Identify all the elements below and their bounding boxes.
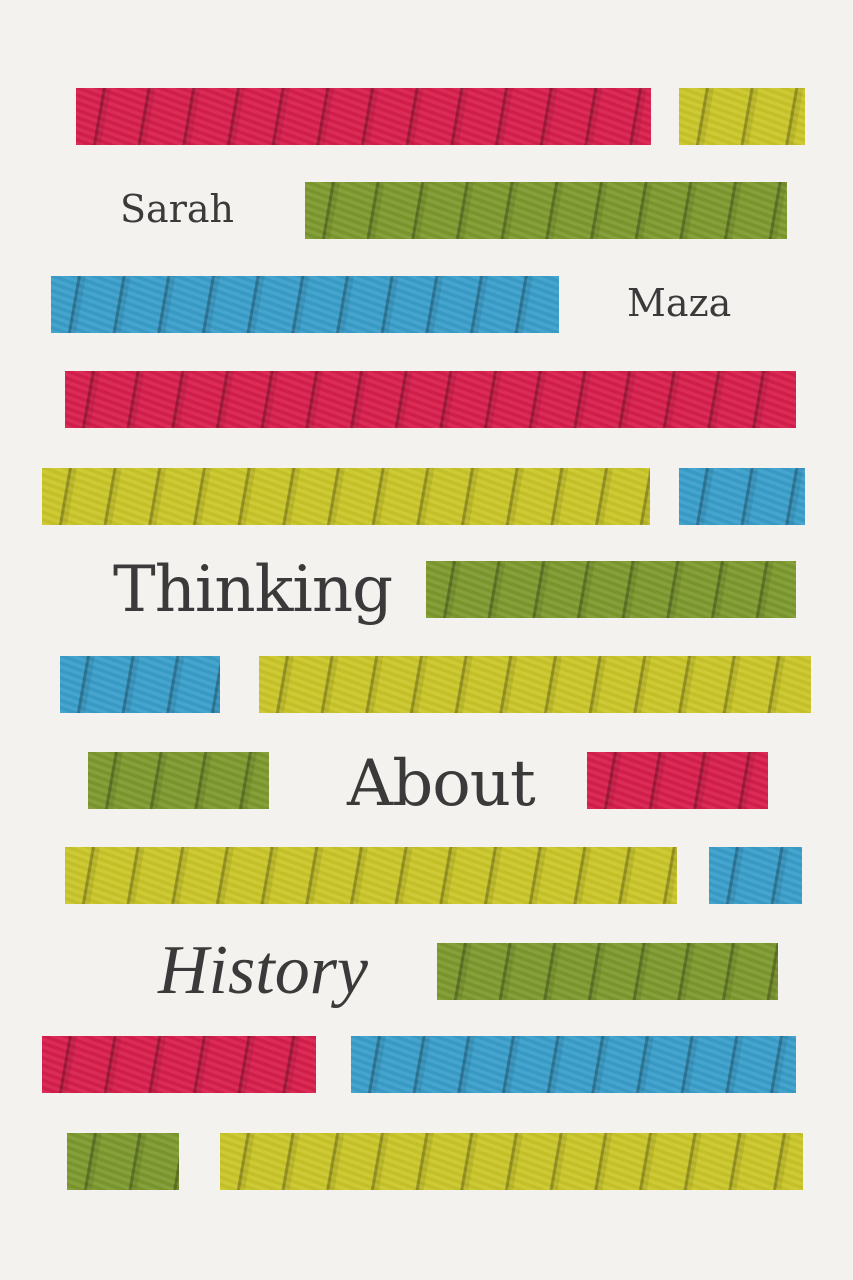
blue-bar (351, 1036, 796, 1093)
green-bar (305, 182, 787, 239)
green-bar (88, 752, 269, 809)
author-first-name: Sarah (120, 187, 234, 231)
red-bar (42, 1036, 316, 1093)
blue-bar (679, 468, 805, 525)
green-bar (67, 1133, 179, 1190)
blue-bar (709, 847, 802, 904)
blue-bar (60, 656, 220, 713)
title-line-3: History (158, 932, 368, 1009)
title-line-2: About (347, 747, 536, 821)
yellow-bar (65, 847, 677, 904)
green-bar (426, 561, 796, 618)
title-line-1: Thinking (113, 553, 393, 627)
red-bar (65, 371, 796, 428)
red-bar (587, 752, 768, 809)
yellow-bar (220, 1133, 803, 1190)
author-last-name: Maza (627, 281, 732, 325)
green-bar (437, 943, 778, 1000)
yellow-bar (679, 88, 805, 145)
yellow-bar (42, 468, 650, 525)
red-bar (76, 88, 651, 145)
blue-bar (51, 276, 559, 333)
yellow-bar (259, 656, 811, 713)
